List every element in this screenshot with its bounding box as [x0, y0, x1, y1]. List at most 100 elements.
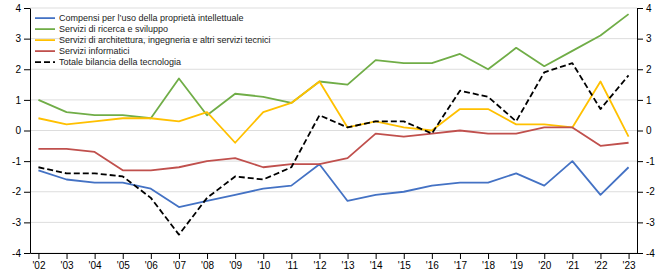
x-tick-mark	[629, 253, 630, 259]
y-tick: 4	[15, 3, 30, 14]
y2-tick-mark	[637, 8, 643, 9]
x-tick: '21	[566, 253, 579, 271]
grid-line	[30, 99, 637, 100]
y-tick: -4	[12, 248, 30, 259]
y2-tick-label: -3	[646, 217, 655, 228]
y-tick-label: -4	[12, 248, 21, 259]
x-tick-label: '14	[370, 260, 383, 271]
y2-tick: 3	[637, 33, 652, 44]
y-tick-label: -1	[12, 156, 21, 167]
y-tick-mark	[24, 100, 30, 101]
x-tick-mark	[432, 253, 433, 259]
y-tick: 2	[15, 64, 30, 75]
y2-tick-mark	[637, 192, 643, 193]
x-tick: '10	[257, 253, 270, 271]
x-tick-mark	[544, 253, 545, 259]
grid	[30, 8, 637, 253]
x-tick-label: '11	[286, 260, 299, 271]
y-tick: -1	[12, 156, 30, 167]
y-tick: 3	[15, 33, 30, 44]
x-tick-mark	[488, 253, 489, 259]
y-tick-mark	[24, 253, 30, 254]
x-tick-label: '02	[32, 260, 45, 271]
x-tick-mark	[179, 253, 180, 259]
legend-swatch	[35, 17, 55, 19]
legend: Compensi per l’uso della proprietà intel…	[35, 13, 271, 67]
x-tick-label: '08	[201, 260, 214, 271]
y-tick-label: 4	[15, 3, 21, 14]
y-tick-label: 3	[15, 33, 21, 44]
y2-tick-mark	[637, 253, 643, 254]
x-tick-mark	[319, 253, 320, 259]
x-tick-mark	[263, 253, 264, 259]
legend-item: Totale bilancia della tecnologia	[35, 57, 181, 67]
y-tick-label: 0	[15, 125, 21, 136]
legend-label: Servizi di architettura, ingegneria e al…	[59, 35, 271, 45]
x-tick-mark	[207, 253, 208, 259]
legend-label: Totale bilancia della tecnologia	[59, 57, 181, 67]
x-tick-mark	[600, 253, 601, 259]
x-tick-label: '06	[145, 260, 158, 271]
x-tick: '02	[32, 253, 45, 271]
grid-line	[30, 222, 637, 223]
y2-tick: -4	[637, 248, 655, 259]
y2-tick-mark	[637, 69, 643, 70]
x-tick: '08	[201, 253, 214, 271]
x-tick: '17	[454, 253, 467, 271]
y2-tick-mark	[637, 222, 643, 223]
x-tick-label: '09	[229, 260, 242, 271]
x-tick-mark	[376, 253, 377, 259]
legend-item: Servizi di architettura, ingegneria e al…	[35, 35, 271, 45]
x-tick-label: '12	[313, 260, 326, 271]
y2-tick-mark	[637, 39, 643, 40]
y-tick: -2	[12, 186, 30, 197]
lines	[38, 14, 628, 235]
y-tick-mark	[24, 222, 30, 223]
y2-tick: 1	[637, 95, 652, 106]
x-tick-label: '04	[89, 260, 102, 271]
grid-line	[30, 191, 637, 192]
y2-tick-label: 3	[646, 33, 652, 44]
y-tick-label: 1	[15, 95, 21, 106]
x-tick: '15	[398, 253, 411, 271]
x-tick-mark	[460, 253, 461, 259]
y-axis-line	[30, 9, 31, 254]
grid-line	[30, 69, 637, 70]
x-tick-mark	[151, 253, 152, 259]
x-tick-mark	[38, 253, 39, 259]
x-tick: '13	[342, 253, 355, 271]
y-tick-mark	[24, 161, 30, 162]
x-tick-mark	[516, 253, 517, 259]
x-tick-label: '16	[426, 260, 439, 271]
y2-tick: -2	[637, 186, 655, 197]
grid-line	[30, 8, 637, 9]
x-tick-mark	[291, 253, 292, 259]
series-line	[38, 161, 628, 207]
x-tick: '11	[286, 253, 299, 271]
x-tick-label: '17	[454, 260, 467, 271]
x-tick-mark	[235, 253, 236, 259]
y2-tick-mark	[637, 131, 643, 132]
y-tick-label: 2	[15, 64, 21, 75]
x-tick: '20	[538, 253, 551, 271]
x-tick: '23	[623, 253, 636, 271]
x-tick-label: '15	[398, 260, 411, 271]
y-tick-mark	[24, 131, 30, 132]
y2-tick-mark	[637, 100, 643, 101]
x-tick-label: '18	[482, 260, 495, 271]
x-tick: '04	[89, 253, 102, 271]
legend-label: Servizi di ricerca e sviluppo	[59, 24, 168, 34]
y2-tick-label: -2	[646, 186, 655, 197]
x-tick: '19	[510, 253, 523, 271]
x-axis-line	[31, 253, 638, 254]
x-tick: '22	[594, 253, 607, 271]
y2-tick-label: -1	[646, 156, 655, 167]
x-tick-label: '03	[61, 260, 74, 271]
x-tick-mark	[67, 253, 68, 259]
x-tick: '14	[370, 253, 383, 271]
plot: '02'03'04'05'06'07'08'09'10'11'12'13'14'…	[12, 3, 655, 271]
y2-tick-label: -4	[646, 248, 655, 259]
series-line	[38, 63, 628, 235]
x-tick: '06	[145, 253, 158, 271]
y2-tick-label: 1	[646, 95, 652, 106]
